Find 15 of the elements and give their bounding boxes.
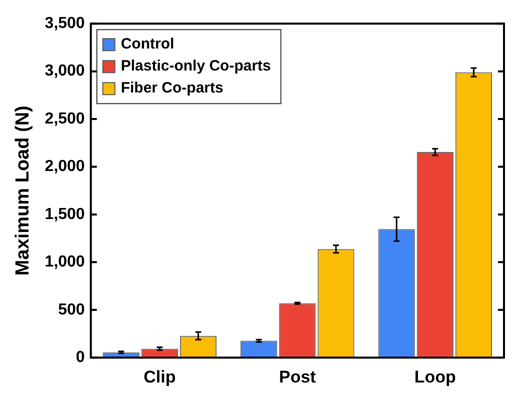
y-tick-label: 2,500	[44, 110, 85, 128]
x-tick-label: Loop	[414, 367, 456, 386]
x-tick-label: Post	[279, 367, 316, 386]
legend-label: Control	[120, 36, 174, 53]
y-tick-label: 1,500	[44, 206, 85, 223]
y-axis-title: Maximum Load (N)	[12, 106, 34, 276]
legend-label: Plastic-only Co-parts	[120, 58, 271, 75]
y-tick-label: 3,500	[44, 15, 85, 32]
y-tick-label: 2,000	[44, 158, 85, 176]
legend-label: Fiber Co-parts	[120, 80, 224, 97]
x-tick-label: Clip	[144, 367, 176, 386]
y-tick-label: 1,000	[44, 254, 85, 271]
y-tick-label: 0	[76, 349, 85, 366]
y-tick-label: 500	[58, 301, 85, 318]
y-tick-label: 3,000	[44, 62, 85, 80]
